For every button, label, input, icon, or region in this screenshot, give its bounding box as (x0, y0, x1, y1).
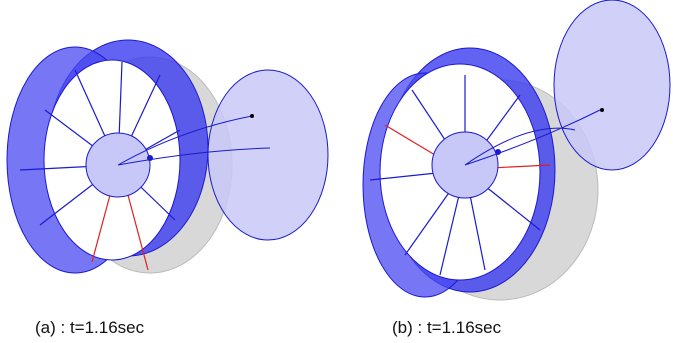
disk (208, 70, 328, 240)
dot (147, 155, 153, 161)
figure: (a) : t=1.16sec (b) : t=1.16sec (0, 0, 673, 343)
dot (600, 108, 604, 112)
disk (554, 0, 670, 170)
dot (495, 149, 501, 155)
panel-a (7, 40, 328, 273)
caption: (b) : t=1.16sec (392, 318, 502, 337)
caption: (a) : t=1.16sec (35, 318, 145, 337)
panel-b (363, 0, 670, 300)
dot (250, 114, 254, 118)
